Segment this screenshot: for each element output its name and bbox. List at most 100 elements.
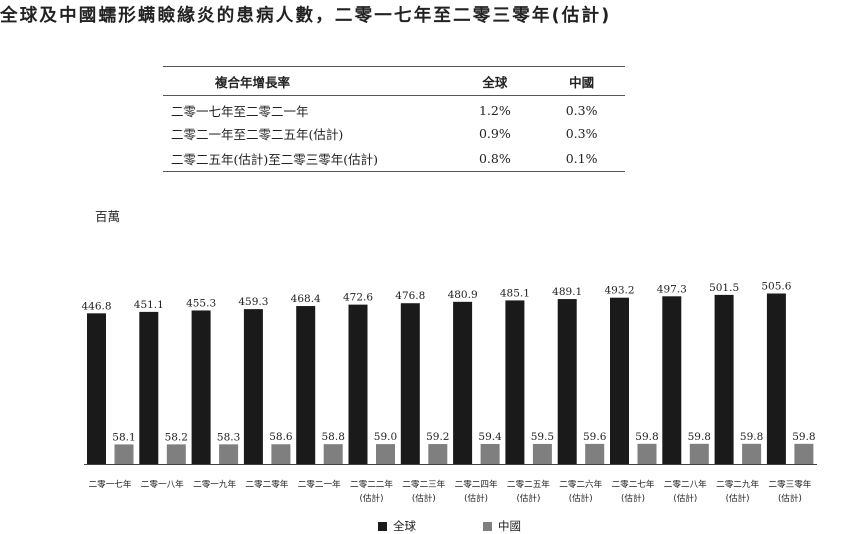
bar-global bbox=[662, 296, 682, 464]
bar-china bbox=[794, 443, 814, 464]
bar-china bbox=[166, 444, 186, 464]
cagr-global-value: 0.9% bbox=[478, 126, 511, 141]
bar-china bbox=[219, 444, 239, 464]
data-label-china: 59.6 bbox=[583, 431, 607, 443]
data-label-china: 58.3 bbox=[217, 431, 240, 443]
data-label-china: 59.0 bbox=[374, 431, 397, 443]
bar-china bbox=[585, 443, 605, 464]
chart-title: 全球及中國蠕形螨瞼緣炎的患病人數，二零一七年至二零三零年(估計) bbox=[0, 6, 612, 26]
bar-china bbox=[689, 443, 709, 464]
bar-global bbox=[348, 304, 368, 464]
legend-swatch-china bbox=[483, 521, 492, 531]
bar-china bbox=[323, 444, 343, 464]
x-tick-label: (估計) bbox=[621, 492, 645, 504]
bar-global bbox=[714, 294, 734, 464]
data-label-china: 59.8 bbox=[740, 431, 763, 443]
bar-china bbox=[637, 443, 657, 464]
x-tick-label: (估計) bbox=[778, 492, 802, 504]
y-axis-unit-label: 百萬 bbox=[95, 209, 121, 224]
x-tick-label: 二零一七年 bbox=[89, 478, 132, 490]
cagr-china-value: 0.3% bbox=[565, 126, 598, 141]
x-tick-label: (估計) bbox=[569, 492, 593, 504]
legend-label-global: 全球 bbox=[393, 519, 416, 533]
cagr-header-label: 複合年增長率 bbox=[163, 66, 452, 96]
cagr-period: 二零一七年至二零二一年 bbox=[171, 104, 309, 119]
cagr-header-global: 全球 bbox=[451, 66, 539, 96]
bar-china bbox=[376, 444, 395, 464]
x-tick-label: (估計) bbox=[464, 492, 488, 504]
data-label-global: 451.1 bbox=[134, 299, 164, 311]
cagr-row: 二零二一年至二零二五年(估計) 0.9% 0.3% bbox=[163, 122, 625, 145]
data-label-global: 455.3 bbox=[186, 297, 216, 309]
x-tick-label: 二零一九年 bbox=[193, 478, 236, 490]
data-label-global: 489.1 bbox=[552, 286, 582, 298]
data-label-global: 476.8 bbox=[395, 290, 425, 302]
bar-global bbox=[191, 310, 211, 464]
bar-global bbox=[87, 313, 106, 464]
bar-china bbox=[114, 444, 134, 464]
cagr-period: 二零二五年(估計)至二零三零年(估計) bbox=[163, 145, 452, 172]
bar-global bbox=[557, 299, 577, 464]
bar-china bbox=[742, 443, 762, 464]
bar-global bbox=[610, 297, 629, 464]
data-label-global: 480.9 bbox=[448, 289, 478, 301]
legend-swatch-global bbox=[378, 521, 387, 531]
x-tick-label: (估計) bbox=[726, 492, 750, 504]
data-label-global: 459.3 bbox=[238, 296, 268, 308]
data-label-global: 468.4 bbox=[291, 293, 321, 305]
x-tick-label: 二零二零年 bbox=[245, 478, 288, 490]
cagr-header-china: 中國 bbox=[538, 66, 625, 96]
bar-china bbox=[271, 444, 291, 464]
bar-global bbox=[296, 306, 316, 464]
bar-global bbox=[766, 293, 786, 464]
cagr-period: 二零二一年至二零二五年(估計) bbox=[171, 127, 344, 142]
data-label-global: 472.6 bbox=[343, 292, 373, 304]
x-tick-label: (估計) bbox=[360, 492, 384, 504]
data-label-china: 59.4 bbox=[478, 431, 502, 443]
cagr-global-value: 1.2% bbox=[478, 103, 511, 118]
cagr-china-value: 0.3% bbox=[565, 103, 598, 118]
data-label-global: 446.8 bbox=[81, 300, 111, 312]
x-tick-label: (估計) bbox=[516, 492, 540, 504]
cagr-global-value: 0.8% bbox=[451, 145, 539, 172]
bar-global bbox=[243, 309, 263, 464]
legend-label-china: 中國 bbox=[498, 519, 521, 533]
bar-china bbox=[480, 443, 500, 464]
x-tick-label: 二零二一年 bbox=[298, 478, 341, 490]
cagr-row: 二零一七年至二零二一年 1.2% 0.3% bbox=[163, 96, 625, 123]
x-tick-label: 二零二六年 bbox=[559, 478, 602, 490]
data-label-china: 58.6 bbox=[269, 431, 293, 443]
data-label-china: 58.8 bbox=[322, 431, 345, 443]
x-tick-label: 二零二八年 bbox=[664, 478, 707, 490]
cagr-header-row: 複合年增長率 全球 中國 bbox=[163, 66, 625, 96]
x-tick-label: 二零二二年 bbox=[350, 478, 393, 490]
data-label-china: 59.2 bbox=[426, 431, 449, 443]
x-tick-label: 二零二九年 bbox=[716, 478, 759, 490]
bar-global bbox=[139, 311, 159, 464]
bar-global bbox=[453, 301, 473, 464]
x-tick-label: (估計) bbox=[412, 492, 436, 504]
x-tick-label: 二零二七年 bbox=[612, 478, 655, 490]
x-tick-label: (估計) bbox=[673, 492, 697, 504]
data-label-china: 58.2 bbox=[165, 431, 188, 443]
data-label-china: 59.5 bbox=[531, 431, 554, 443]
x-tick-label: 二零二五年 bbox=[507, 478, 550, 490]
bar-global bbox=[400, 303, 420, 464]
x-tick-label: 二零二四年 bbox=[455, 478, 498, 490]
x-tick-label: 二零二三年 bbox=[402, 478, 445, 490]
data-label-china: 58.1 bbox=[112, 431, 135, 443]
bar-global bbox=[505, 300, 525, 464]
cagr-table: 複合年增長率 全球 中國 二零一七年至二零二一年 1.2% 0.3% 二零二一年… bbox=[163, 66, 625, 172]
x-tick-label: 二零一八年 bbox=[141, 478, 184, 490]
data-label-china: 59.8 bbox=[688, 431, 711, 443]
bar-china bbox=[532, 443, 552, 464]
cagr-row: 二零二五年(估計)至二零三零年(估計) 0.8% 0.1% bbox=[163, 145, 625, 172]
data-label-china: 59.8 bbox=[635, 431, 658, 443]
bar-china bbox=[428, 444, 448, 464]
data-label-global: 505.6 bbox=[761, 281, 791, 293]
data-label-global: 497.3 bbox=[657, 283, 687, 295]
legend-item-global: 全球 bbox=[378, 518, 416, 534]
legend-item-china: 中國 bbox=[483, 518, 521, 534]
cagr-china-value: 0.1% bbox=[538, 145, 625, 172]
